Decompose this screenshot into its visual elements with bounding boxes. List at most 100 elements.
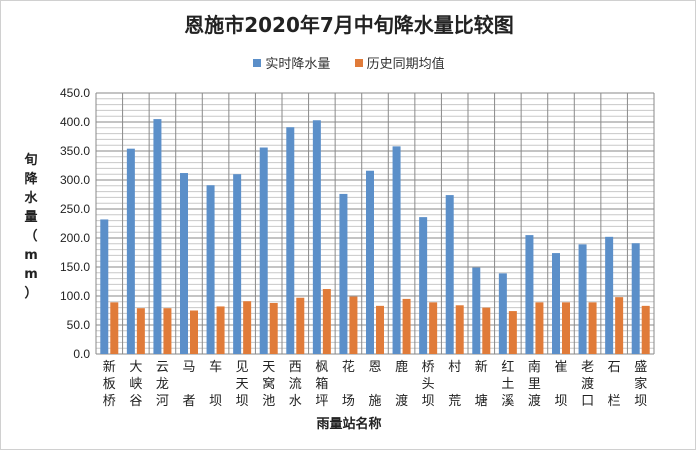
- y-tick-label: 400.0: [60, 115, 90, 129]
- bar-historical: [136, 308, 145, 354]
- y-tick-label: 350.0: [60, 144, 90, 158]
- x-tick-label: 溪: [501, 394, 514, 409]
- x-tick-label: 西: [289, 360, 302, 375]
- x-tick-label: 见: [236, 360, 249, 375]
- bar-historical: [296, 297, 305, 354]
- bar-realtime: [312, 120, 321, 354]
- bar-realtime: [605, 236, 614, 354]
- x-tick-label: 鹿: [395, 359, 408, 375]
- bar-realtime: [153, 119, 162, 354]
- bar-realtime: [180, 173, 188, 354]
- y-axis-label-char: （: [24, 229, 38, 244]
- bar-historical: [190, 310, 198, 354]
- bar-historical: [615, 297, 624, 354]
- legend: 实时降水量 历史同期均值: [1, 53, 695, 72]
- x-tick-label: 盛: [634, 360, 647, 375]
- x-axis-label: 雨量站名称: [316, 417, 382, 432]
- x-tick-label: 者: [182, 394, 195, 409]
- bar-historical: [110, 302, 119, 354]
- bar-historical: [641, 305, 650, 354]
- x-tick-label: 峡: [129, 377, 142, 392]
- y-axis-label-char: ）: [24, 286, 38, 301]
- x-tick-label: 流: [289, 377, 302, 392]
- x-tick-label: 里: [528, 377, 541, 392]
- x-tick-label: 老: [581, 360, 594, 375]
- y-tick-label: 100.0: [60, 289, 90, 303]
- x-tick-label: 窝: [262, 376, 275, 392]
- x-tick-label: 板: [103, 377, 116, 392]
- y-axis-label-char: 降: [24, 172, 38, 187]
- x-tick-label: 大: [129, 360, 142, 375]
- bar-realtime: [552, 253, 560, 354]
- x-tick-label: 荒: [448, 394, 461, 409]
- x-tick-label: 河: [156, 394, 169, 409]
- bar-realtime: [339, 193, 348, 354]
- bar-realtime: [126, 148, 135, 354]
- y-tick-label: 0.0: [73, 347, 90, 361]
- x-tick-label: 恩: [368, 360, 381, 375]
- x-tick-label: 村: [448, 360, 461, 375]
- x-tick-label: 土: [501, 377, 514, 392]
- x-tick-label: 新: [475, 359, 488, 375]
- x-tick-label: 天: [262, 360, 275, 375]
- legend-swatch: [354, 58, 363, 67]
- y-axis-label-char: 水: [24, 191, 38, 206]
- bar-realtime: [445, 195, 454, 354]
- x-tick-label: 桥: [103, 394, 116, 409]
- bar-realtime: [233, 174, 242, 354]
- bar-realtime: [206, 185, 215, 354]
- bar-historical: [243, 301, 252, 354]
- bar-historical: [535, 302, 544, 354]
- legend-item-historical: 历史同期均值: [354, 53, 445, 72]
- x-tick-label: 坪: [315, 394, 328, 409]
- legend-label: 实时降水量: [265, 57, 331, 72]
- bar-historical: [376, 305, 384, 354]
- bar-realtime: [498, 273, 507, 354]
- x-tick-label: 水: [289, 394, 302, 409]
- x-tick-label: 塘: [475, 393, 488, 409]
- bar-historical: [349, 296, 358, 354]
- x-tick-label: 坝: [634, 394, 647, 409]
- x-tick-label: 场: [342, 394, 355, 409]
- bar-historical: [322, 289, 331, 354]
- x-tick-label: 坝: [236, 394, 249, 409]
- x-tick-label: 头: [422, 377, 435, 392]
- x-tick-label: 渡: [528, 393, 541, 409]
- bar-realtime: [259, 147, 268, 354]
- y-tick-label: 200.0: [60, 231, 90, 245]
- bar-historical: [269, 302, 278, 354]
- y-tick-label: 150.0: [60, 260, 90, 274]
- x-tick-label: 云: [156, 360, 169, 375]
- bar-realtime: [392, 146, 401, 354]
- y-tick-label: 450.0: [60, 86, 90, 100]
- y-tick-label: 250.0: [60, 202, 90, 216]
- bar-realtime: [419, 217, 428, 354]
- y-axis-label-char: 旬: [24, 153, 38, 168]
- bar-realtime: [578, 244, 587, 354]
- bar-realtime: [100, 219, 109, 354]
- x-tick-label: 栏: [608, 394, 621, 409]
- y-axis-label-char: m: [24, 248, 38, 263]
- y-tick-label: 50.0: [67, 318, 91, 332]
- y-tick-label: 300.0: [60, 173, 90, 187]
- x-tick-label: 新: [103, 359, 116, 375]
- x-tick-label: 南: [528, 359, 541, 375]
- y-axis-label-char: m: [24, 267, 38, 282]
- x-tick-label: 天: [236, 377, 249, 392]
- legend-item-realtime: 实时降水量: [253, 53, 330, 72]
- legend-swatch: [253, 58, 262, 67]
- x-tick-label: 渡: [395, 393, 408, 409]
- x-tick-label: 桥: [422, 360, 435, 375]
- bar-historical: [429, 302, 438, 354]
- x-tick-label: 渡: [581, 376, 594, 392]
- x-tick-label: 箱: [315, 376, 328, 392]
- x-tick-label: 坝: [554, 394, 567, 409]
- bar-historical: [216, 306, 225, 354]
- y-axis-label: 旬降水量 （ m m ）: [23, 151, 39, 303]
- x-tick-label: 施: [368, 394, 381, 409]
- x-tick-label: 车: [209, 359, 222, 375]
- bar-historical: [588, 302, 597, 354]
- bar-realtime: [631, 243, 640, 354]
